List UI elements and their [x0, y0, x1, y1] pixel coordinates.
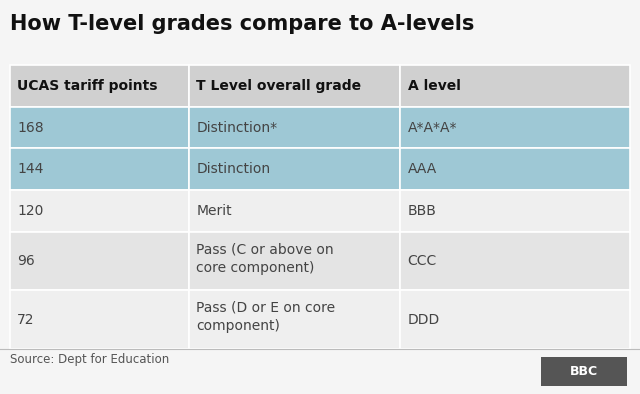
Text: Merit: Merit: [196, 204, 232, 218]
Bar: [189, 232, 400, 290]
Text: A*A*A*: A*A*A*: [408, 121, 457, 135]
Bar: [400, 65, 630, 107]
Text: A level: A level: [408, 79, 461, 93]
Text: DDD: DDD: [408, 312, 440, 327]
Text: 96: 96: [17, 254, 35, 268]
Bar: [189, 65, 400, 107]
Text: UCAS tariff points: UCAS tariff points: [17, 79, 158, 93]
Text: Source: Dept for Education: Source: Dept for Education: [10, 353, 169, 366]
Bar: [189, 107, 400, 149]
Text: 72: 72: [17, 312, 35, 327]
Text: AAA: AAA: [408, 162, 437, 177]
Bar: [400, 290, 630, 349]
Text: Pass (C or above on
core component): Pass (C or above on core component): [196, 242, 334, 275]
Bar: [400, 107, 630, 149]
Text: T Level overall grade: T Level overall grade: [196, 79, 362, 93]
Text: Distinction*: Distinction*: [196, 121, 278, 135]
Text: 168: 168: [17, 121, 44, 135]
Bar: [189, 149, 400, 190]
Text: How T-level grades compare to A-levels: How T-level grades compare to A-levels: [10, 14, 474, 34]
Text: 120: 120: [17, 204, 44, 218]
Bar: [189, 190, 400, 232]
Bar: [10, 232, 189, 290]
Bar: [400, 149, 630, 190]
Bar: [541, 357, 627, 386]
Bar: [10, 107, 189, 149]
Bar: [10, 65, 189, 107]
Text: Distinction: Distinction: [196, 162, 271, 177]
Bar: [10, 290, 189, 349]
Bar: [400, 190, 630, 232]
Text: 144: 144: [17, 162, 44, 177]
Text: BBB: BBB: [408, 204, 436, 218]
Text: CCC: CCC: [408, 254, 437, 268]
Text: Pass (D or E on core
component): Pass (D or E on core component): [196, 301, 335, 333]
Bar: [189, 290, 400, 349]
Text: BBC: BBC: [570, 365, 598, 378]
Bar: [400, 232, 630, 290]
Bar: [10, 190, 189, 232]
Bar: [10, 149, 189, 190]
